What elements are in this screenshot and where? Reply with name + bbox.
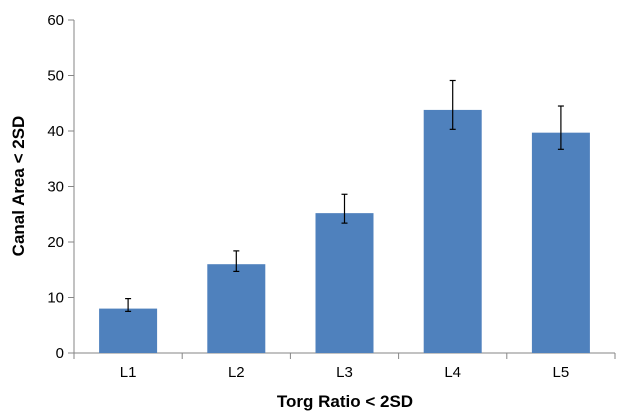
x-tick-label: L5	[553, 364, 570, 381]
bar-l3	[315, 213, 374, 353]
x-tick-labels-group: L1 L2 L3 L4 L5	[120, 364, 569, 381]
bars-group	[99, 109, 590, 353]
bar-l1	[99, 308, 158, 353]
bar-l2	[207, 264, 266, 353]
error-bars-group	[125, 79, 564, 312]
y-tick-label: 40	[47, 123, 64, 140]
bar-l5	[531, 132, 590, 353]
axes-group	[68, 19, 616, 359]
y-tick-label: 20	[47, 234, 64, 251]
y-tick-label: 0	[56, 345, 64, 362]
y-tick-label: 50	[47, 68, 64, 85]
y-axis-title: Canal Area < 2SD	[9, 116, 28, 257]
y-tick-label: 10	[47, 290, 64, 307]
x-tick-label: L1	[120, 364, 137, 381]
x-tick-label: L4	[444, 364, 461, 381]
x-axis-title: Torg Ratio < 2SD	[277, 392, 413, 411]
x-tick-label: L2	[228, 364, 245, 381]
x-tick-label: L3	[336, 364, 353, 381]
y-tick-label: 60	[47, 12, 64, 29]
bar-l4	[423, 109, 482, 353]
y-tick-labels-group: 0 10 20 30 40 50 60	[47, 12, 64, 362]
y-tick-label: 30	[47, 179, 64, 196]
